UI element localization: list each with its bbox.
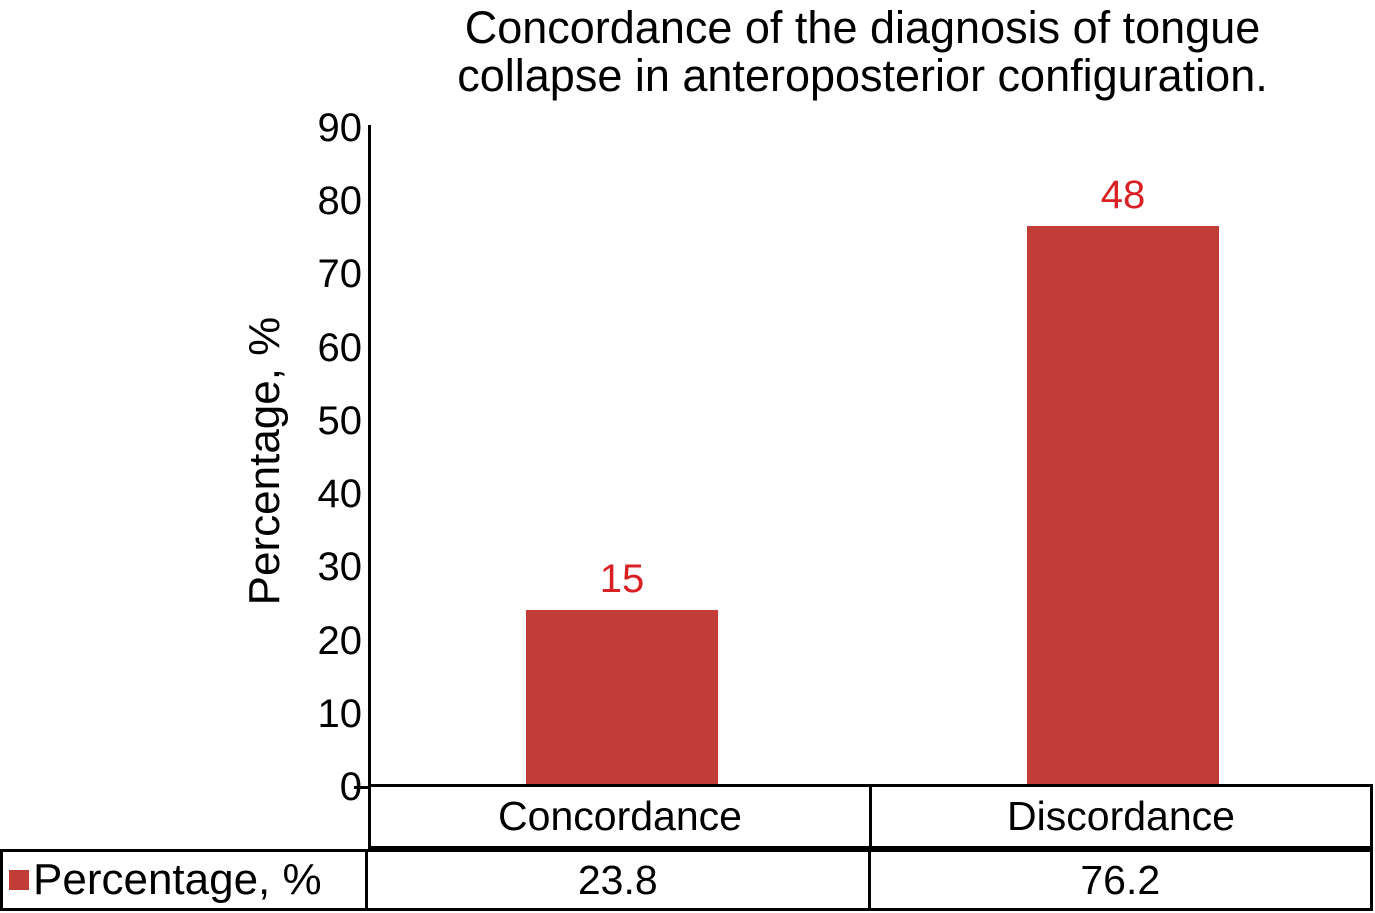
chart-title-line2: collapse in anteroposterior configuratio…: [457, 50, 1268, 101]
category-label-discordance: Discordance: [1007, 793, 1235, 839]
y-tick-label-10: 10: [317, 692, 363, 736]
category-axis-row: Concordance Discordance: [368, 787, 1373, 849]
y-tick-label-40: 40: [317, 472, 363, 516]
legend-cell: Percentage, %: [3, 852, 368, 908]
y-tick-label-30: 30: [317, 545, 363, 589]
y-tick-label-60: 60: [317, 326, 363, 370]
y-tick-label-70: 70: [317, 252, 363, 296]
chart-title-line1: Concordance of the diagnosis of tongue: [464, 2, 1261, 53]
table-value-concordance: 23.8: [368, 852, 871, 908]
bar-discordance: [1027, 226, 1219, 784]
category-label-concordance: Concordance: [371, 787, 872, 846]
legend-label: Percentage, %: [33, 855, 322, 904]
data-table-row: Percentage, % 23.8 76.2: [0, 849, 1373, 911]
legend-marker-icon: [9, 870, 29, 890]
chart-title: Concordance of the diagnosis of tongue c…: [350, 4, 1375, 100]
bar-concordance: [526, 610, 718, 784]
y-tick-label-20: 20: [317, 619, 363, 663]
bar-annotation-concordance: 15: [599, 557, 645, 601]
plot-area: 15 48: [368, 125, 1373, 787]
y-axis-zero-tick-mark: [354, 786, 368, 789]
table-value-discordance: 76.2: [1080, 856, 1161, 903]
table-value-cells: 23.8 76.2: [368, 852, 1370, 908]
y-tick-label-90: 90: [317, 106, 363, 150]
y-tick-label-0: 0: [339, 765, 362, 809]
y-tick-label-80: 80: [317, 179, 363, 223]
bar-annotation-discordance: 48: [1100, 173, 1146, 217]
y-tick-label-50: 50: [317, 399, 363, 443]
